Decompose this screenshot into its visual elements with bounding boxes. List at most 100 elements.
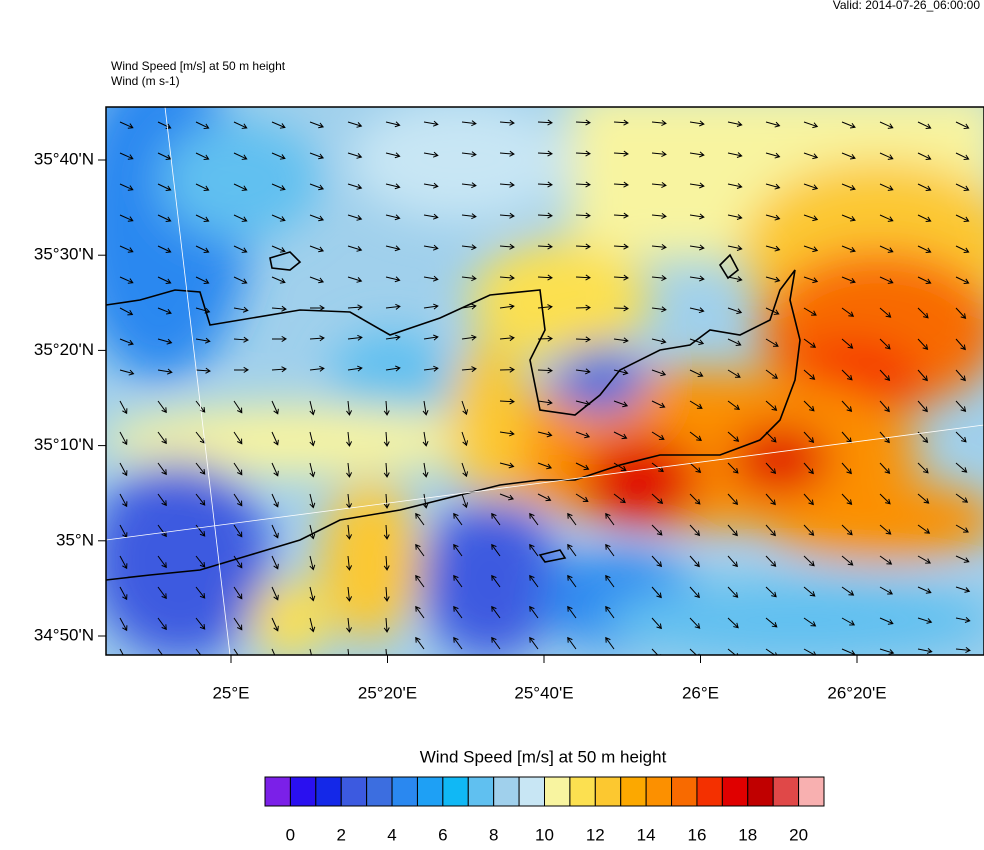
wind-arrow xyxy=(423,303,439,310)
wind-arrow xyxy=(195,276,210,285)
wind-arrow xyxy=(119,648,124,655)
colorbar-label: 18 xyxy=(738,825,757,844)
colorbar-label: 0 xyxy=(286,825,295,844)
wind-arrow xyxy=(841,555,854,566)
wind-arrow xyxy=(195,524,206,537)
lat-label: 35°N xyxy=(56,530,94,549)
wind-arrow xyxy=(271,617,279,632)
wind-arrow xyxy=(613,181,629,188)
colorbar-box xyxy=(391,776,418,807)
wind-arrow xyxy=(955,493,969,503)
wind-arrow xyxy=(415,636,425,650)
wind-arrow xyxy=(575,493,589,503)
wind-arrow xyxy=(689,462,702,473)
wind-arrow xyxy=(955,183,970,192)
wind-arrow xyxy=(605,605,615,619)
wind-arrow xyxy=(841,617,856,626)
wind-arrow xyxy=(879,555,893,565)
wind-arrow xyxy=(499,274,515,281)
wind-arrow xyxy=(423,182,439,189)
wind-arrow xyxy=(157,338,173,345)
wind-arrow xyxy=(727,555,738,568)
wind-arrow xyxy=(423,244,439,251)
wind-arrow xyxy=(879,493,891,505)
wind-arrow xyxy=(651,462,664,473)
colorbar-box xyxy=(544,776,571,807)
wind-arrow xyxy=(195,152,210,161)
wind-arrow xyxy=(727,121,743,127)
wind-arrow xyxy=(727,524,738,537)
wind-arrow xyxy=(879,462,891,474)
wind-arrow xyxy=(347,365,363,372)
wind-arrow xyxy=(423,275,439,282)
wind-arrow xyxy=(917,524,931,534)
wind-arrow xyxy=(309,183,325,191)
wind-arrow xyxy=(233,586,243,600)
wind-arrow xyxy=(567,543,577,557)
wind-arrow xyxy=(499,119,515,126)
wind-arrow xyxy=(233,152,248,160)
wind-arrow xyxy=(689,493,701,505)
wind-arrow xyxy=(879,152,894,160)
wind-arrow xyxy=(461,366,477,373)
wind-arrow xyxy=(423,120,439,127)
wind-arrow xyxy=(499,150,515,157)
wind-arrow xyxy=(271,555,279,570)
wind-arrow xyxy=(233,336,249,343)
wind-arrow xyxy=(119,307,134,316)
wind-arrow xyxy=(879,648,895,655)
wind-arrow xyxy=(765,121,781,128)
wind-arrow xyxy=(461,151,477,158)
wind-arrow xyxy=(841,276,856,284)
wind-arrow xyxy=(803,276,819,284)
wind-arrow xyxy=(461,244,477,251)
lat-label: 34°50'N xyxy=(34,625,94,644)
wind-arrow xyxy=(195,245,210,254)
wind-arrow xyxy=(803,400,815,412)
wind-arrow xyxy=(119,338,134,346)
wind-arrow xyxy=(917,152,932,161)
wind-arrow xyxy=(537,462,553,470)
wind-arrow xyxy=(689,586,700,599)
wind-arrow xyxy=(309,617,316,633)
wind-arrow xyxy=(233,121,248,129)
wind-arrow xyxy=(271,648,276,655)
wind-arrow xyxy=(346,586,353,602)
wind-arrow xyxy=(803,307,817,316)
wind-arrow xyxy=(233,214,248,222)
wind-arrow xyxy=(917,400,928,413)
wind-arrow xyxy=(765,493,776,506)
colorbar-box xyxy=(645,776,673,807)
wind-arrow xyxy=(119,617,128,632)
wind-arrow xyxy=(689,275,705,282)
wind-arrow xyxy=(917,369,928,382)
wind-arrow xyxy=(157,400,167,414)
wind-arrow xyxy=(195,462,206,475)
wind-arrow xyxy=(157,245,172,253)
wind-arrow xyxy=(803,462,814,475)
wind-arrow xyxy=(803,369,816,380)
wind-arrow xyxy=(727,152,743,158)
wind-arrow xyxy=(271,524,279,539)
wind-arrow xyxy=(567,605,577,619)
wind-arrow xyxy=(233,276,248,284)
wind-arrow xyxy=(955,462,968,473)
wind-arrow xyxy=(917,617,933,624)
wind-arrow xyxy=(879,431,890,444)
wind-arrow xyxy=(803,183,819,191)
valid-time: Valid: 2014-07-26_06:00:00 xyxy=(833,0,981,12)
colorbar-title: Wind Speed [m/s] at 50 m height xyxy=(420,747,667,766)
wind-arrow xyxy=(841,152,856,160)
wind-arrow xyxy=(385,334,401,341)
wind-arrow xyxy=(765,214,781,221)
wind-arrow xyxy=(271,431,279,446)
wind-arrow xyxy=(195,555,206,568)
wind-arrow xyxy=(346,400,353,416)
wind-arrow xyxy=(651,369,667,377)
colorbar-box xyxy=(366,776,393,807)
wind-arrow xyxy=(422,431,429,447)
wind-arrow xyxy=(575,336,591,343)
wind-arrow xyxy=(879,369,891,381)
colorbar-box xyxy=(416,776,444,807)
wind-arrow xyxy=(309,524,316,540)
